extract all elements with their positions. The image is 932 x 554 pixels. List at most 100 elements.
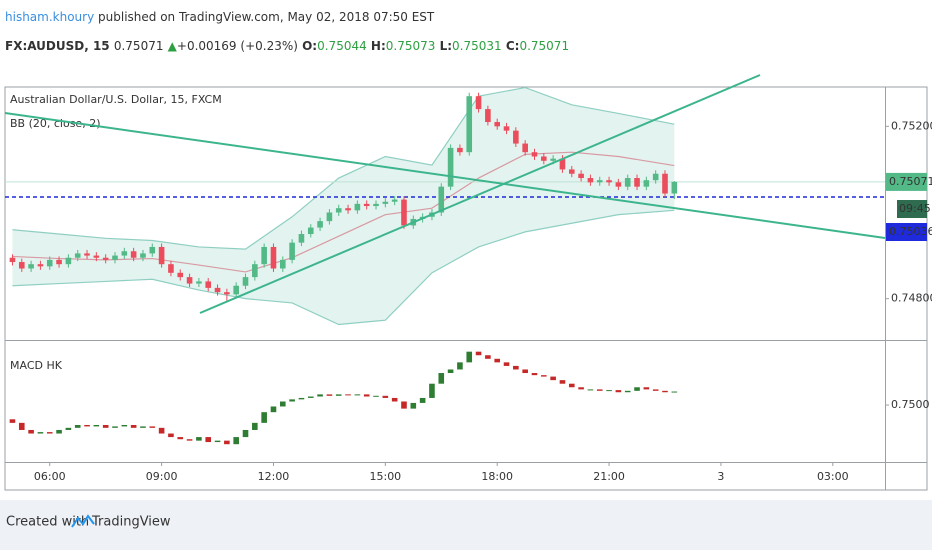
candle-body — [438, 186, 445, 213]
candle-body — [130, 251, 137, 258]
price-line-box — [886, 223, 927, 241]
candle-body — [18, 262, 25, 269]
candle-body — [74, 424, 81, 428]
candle-body — [37, 264, 44, 267]
candle-body — [28, 429, 34, 434]
candle-body — [317, 394, 323, 397]
candle-body — [624, 178, 631, 187]
candle-body — [46, 259, 53, 267]
ohlc-value: 0.75071 — [519, 39, 569, 53]
candle-body — [205, 437, 212, 443]
candle-body — [485, 109, 491, 123]
candle-body — [280, 401, 286, 407]
candle-body — [475, 351, 482, 356]
author[interactable]: hisham.khoury — [5, 10, 94, 24]
chart-frame — [4, 86, 928, 491]
candle-body — [130, 424, 137, 428]
candle-body — [643, 387, 650, 390]
candle-body — [224, 440, 230, 445]
candle-body — [578, 173, 584, 179]
candle-body — [391, 397, 398, 402]
last: 0.75071 — [114, 39, 164, 53]
candle-body — [56, 429, 62, 434]
candle-body — [93, 255, 100, 258]
candle-body — [578, 387, 584, 390]
change: +0.00169 (+0.23%) — [177, 39, 298, 53]
last-price-box — [886, 172, 927, 191]
candle-body — [382, 395, 389, 398]
trend-line[interactable] — [199, 74, 761, 314]
candle-body — [503, 362, 510, 366]
candle-body — [158, 427, 165, 434]
candle-body — [270, 246, 277, 269]
candle-body — [335, 208, 342, 213]
candle-body — [652, 173, 659, 181]
candle-body — [233, 437, 239, 445]
candle-body — [410, 402, 417, 409]
candle-body — [671, 181, 678, 194]
footer — [0, 500, 932, 550]
candle-body — [531, 152, 538, 157]
candle-body — [307, 227, 314, 235]
candle-body — [522, 143, 528, 153]
candle-body — [615, 182, 622, 187]
candle-body — [494, 122, 500, 127]
candle-body — [596, 180, 603, 183]
candle-body — [354, 394, 361, 396]
candle-body — [363, 394, 370, 397]
candle-body — [326, 394, 333, 396]
candle-body — [438, 373, 445, 384]
x-tick-label: 03:00 — [817, 470, 849, 483]
candle-body — [447, 369, 454, 374]
band-lower — [12, 209, 675, 326]
logo — [71, 514, 95, 528]
candle-body — [568, 169, 575, 174]
candle-body — [513, 365, 519, 370]
candle-body — [559, 158, 566, 170]
x-tick-label: 06:00 — [34, 470, 66, 483]
candle-body — [447, 147, 454, 187]
pane-title: MACD HK — [10, 359, 63, 372]
candle-body — [289, 399, 295, 402]
candle-body — [74, 253, 81, 258]
y-tick-label: 0.74800 — [891, 292, 932, 305]
candle-body — [615, 390, 622, 393]
footer-brand[interactable]: TradingView — [91, 515, 171, 530]
x-tick-label: 09:00 — [146, 470, 178, 483]
candle-body — [149, 426, 156, 428]
symbol-line: FX:AUDUSD, 15 0.75071 ▲+0.00169 (+0.23%)… — [5, 39, 569, 53]
candle-body — [307, 396, 314, 398]
x-tick-label: 21:00 — [593, 470, 625, 483]
candle-body — [28, 264, 34, 269]
candle-body — [93, 424, 100, 427]
candle-body — [9, 257, 16, 263]
trend-line[interactable] — [4, 112, 886, 239]
candle-body — [363, 203, 370, 207]
candle-body — [382, 201, 389, 204]
header-line: hisham.khoury published on TradingView.c… — [5, 10, 435, 24]
candle-body — [466, 96, 473, 153]
candle-body — [541, 375, 547, 377]
candle-body — [121, 424, 128, 427]
candle-body — [140, 426, 146, 428]
candle-body — [140, 253, 146, 258]
candle-body — [326, 212, 333, 222]
candle-body — [186, 277, 193, 284]
candle-body — [373, 203, 379, 207]
candle-body — [606, 180, 612, 183]
candle-body — [513, 130, 519, 144]
y-tick-label: 0.75200 — [891, 119, 932, 132]
candle-body — [214, 287, 221, 293]
candle-body — [559, 380, 566, 384]
candle-body — [634, 387, 640, 391]
band-fill — [12, 87, 675, 325]
candle-body — [587, 389, 594, 391]
candle-body — [317, 221, 323, 228]
countdown: 09:45 — [899, 202, 931, 215]
candle-body — [37, 432, 44, 434]
ohlc-key: H: — [371, 39, 386, 53]
candle-body — [9, 419, 16, 423]
candle-body — [168, 264, 174, 273]
candle-body — [121, 251, 128, 256]
